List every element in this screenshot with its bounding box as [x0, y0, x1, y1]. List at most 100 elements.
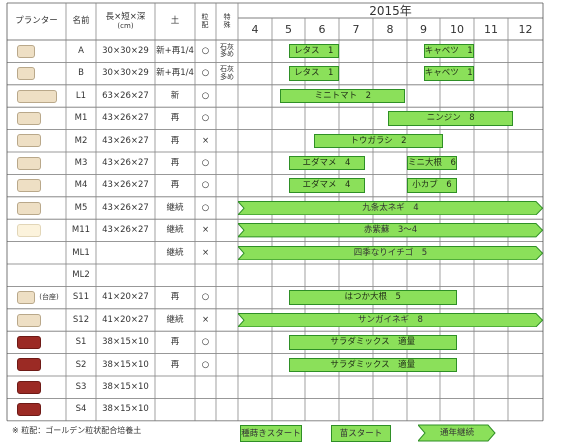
- row-name: S3: [75, 381, 87, 392]
- planter-icon: [17, 380, 41, 394]
- header-size-unit: (cm): [117, 22, 134, 31]
- row-soil: 再: [170, 180, 180, 191]
- planter-icon: [17, 179, 41, 193]
- legend-seedling: 苗スタート: [331, 425, 391, 442]
- row-size: 43×26×27: [102, 202, 149, 213]
- row-fertilizer: ○: [201, 157, 210, 168]
- row-name: M1: [74, 113, 88, 124]
- schedule-bar-label: 九条太ネギ 4: [362, 202, 419, 213]
- row-soil: [155, 264, 195, 286]
- month-6: 6: [318, 22, 326, 36]
- row-fertilizer: ×: [201, 135, 210, 146]
- planter-icon: [17, 358, 41, 372]
- row-fertilizer: ○: [201, 68, 210, 79]
- row-size: 41×20×27: [102, 292, 149, 303]
- row-fertilizer: ○: [201, 202, 210, 213]
- schedule-bar: サラダミックス 適量: [288, 357, 457, 372]
- row-soil: [155, 398, 195, 420]
- schedule-bar: ミニ大根 6: [407, 156, 457, 171]
- planter-icon: [17, 111, 41, 125]
- row-name: S11: [72, 292, 90, 303]
- planter-icon: [17, 403, 41, 417]
- planter-icon: [17, 223, 41, 237]
- month-11: 11: [484, 22, 498, 36]
- row-soil: 新+再1/4: [156, 45, 194, 56]
- schedule-bar-label: 赤紫蘇 3～4: [363, 225, 418, 236]
- row-fertilizer: ○: [201, 113, 210, 124]
- row-size: 38×15×10: [102, 359, 149, 370]
- legend-continue-label: 通年継続: [439, 428, 474, 438]
- row-name: M11: [71, 225, 91, 236]
- row-name: M3: [74, 157, 88, 168]
- header-soil: 土: [170, 16, 180, 27]
- month-8: 8: [386, 22, 394, 36]
- planter-icon: [17, 201, 41, 215]
- schedule-bar-label: 四季なりイチゴ 5: [353, 247, 428, 258]
- month-7: 7: [352, 22, 360, 36]
- header-size: 長×短×深 (cm): [96, 3, 155, 40]
- row-soil: 新+再1/4: [156, 68, 194, 79]
- row-name: L1: [75, 90, 87, 101]
- schedule-bar: ニンジン 8: [388, 111, 514, 126]
- row-fertilizer: ○: [201, 337, 210, 348]
- row-fertilizer: [195, 398, 216, 420]
- schedule-bar-continuous: サンガイネギ 8: [238, 312, 543, 328]
- row-size: [96, 264, 155, 286]
- row-size: 43×26×27: [102, 113, 149, 124]
- header-planter: プランター: [15, 16, 58, 27]
- planter-icon: [17, 291, 35, 305]
- schedule-bar-continuous: 九条太ネギ 4: [238, 200, 543, 216]
- row-name: S2: [75, 359, 87, 370]
- row-size: 43×26×27: [102, 180, 149, 191]
- row-fertilizer: [195, 376, 216, 398]
- row-size: 38×15×10: [102, 337, 149, 348]
- row-soil: [155, 376, 195, 398]
- continuous-arrow-shape: [238, 245, 543, 260]
- row-name: S1: [75, 337, 87, 348]
- schedule-bar: レタス 1: [288, 66, 339, 81]
- header-name: 名前: [72, 16, 90, 27]
- row-size: 63×26×27: [102, 90, 149, 101]
- header-special: 特殊: [223, 13, 231, 29]
- row-special: 石灰多め: [220, 42, 234, 59]
- row-fertilizer: ×: [201, 247, 210, 258]
- row-fertilizer: ○: [201, 359, 210, 370]
- row-soil: 新: [170, 90, 180, 101]
- row-soil: 再: [170, 135, 180, 146]
- row-special: 石灰多め: [220, 65, 234, 81]
- planter-icon: [17, 44, 35, 58]
- schedule-bar: 小カブ 6: [407, 178, 457, 193]
- row-name: S12: [72, 314, 90, 325]
- continuous-arrow-shape: [238, 312, 543, 328]
- row-size: 30×30×29: [102, 68, 149, 79]
- legend-continue: 通年継続: [418, 424, 496, 442]
- row-size: 43×26×27: [102, 225, 149, 236]
- row-size: 43×26×27: [102, 135, 149, 146]
- schedule-bar: はつか大根 5: [288, 290, 457, 305]
- row-size: 38×15×10: [102, 404, 149, 415]
- schedule-bar: サラダミックス 適量: [288, 335, 457, 350]
- row-soil: 継続: [166, 202, 184, 213]
- continuous-arrow-shape: [238, 223, 543, 238]
- planter-prefix: (台座): [39, 293, 59, 302]
- continuous-arrow-shape: [238, 200, 543, 216]
- row-soil: 継続: [166, 225, 184, 236]
- planter-icon: [17, 89, 57, 103]
- month-9: 9: [420, 22, 427, 36]
- row-soil: 再: [170, 359, 180, 370]
- row-name: ML2: [72, 269, 90, 280]
- schedule-bar-continuous: 赤紫蘇 3～4: [238, 223, 543, 238]
- header-fertilizer: 粒配: [201, 13, 209, 29]
- year-label: 2015年: [369, 3, 412, 18]
- month-10: 10: [450, 22, 464, 36]
- planter-icon: [17, 67, 35, 81]
- row-soil: 継続: [166, 314, 184, 325]
- row-fertilizer: [195, 264, 216, 286]
- row-soil: 再: [170, 292, 180, 303]
- row-soil: 再: [170, 337, 180, 348]
- schedule-bar: エダマメ 4: [288, 178, 365, 193]
- schedule-bar: トウガラシ 2: [313, 133, 444, 148]
- row-name: M4: [74, 180, 88, 191]
- row-name: M5: [74, 202, 88, 213]
